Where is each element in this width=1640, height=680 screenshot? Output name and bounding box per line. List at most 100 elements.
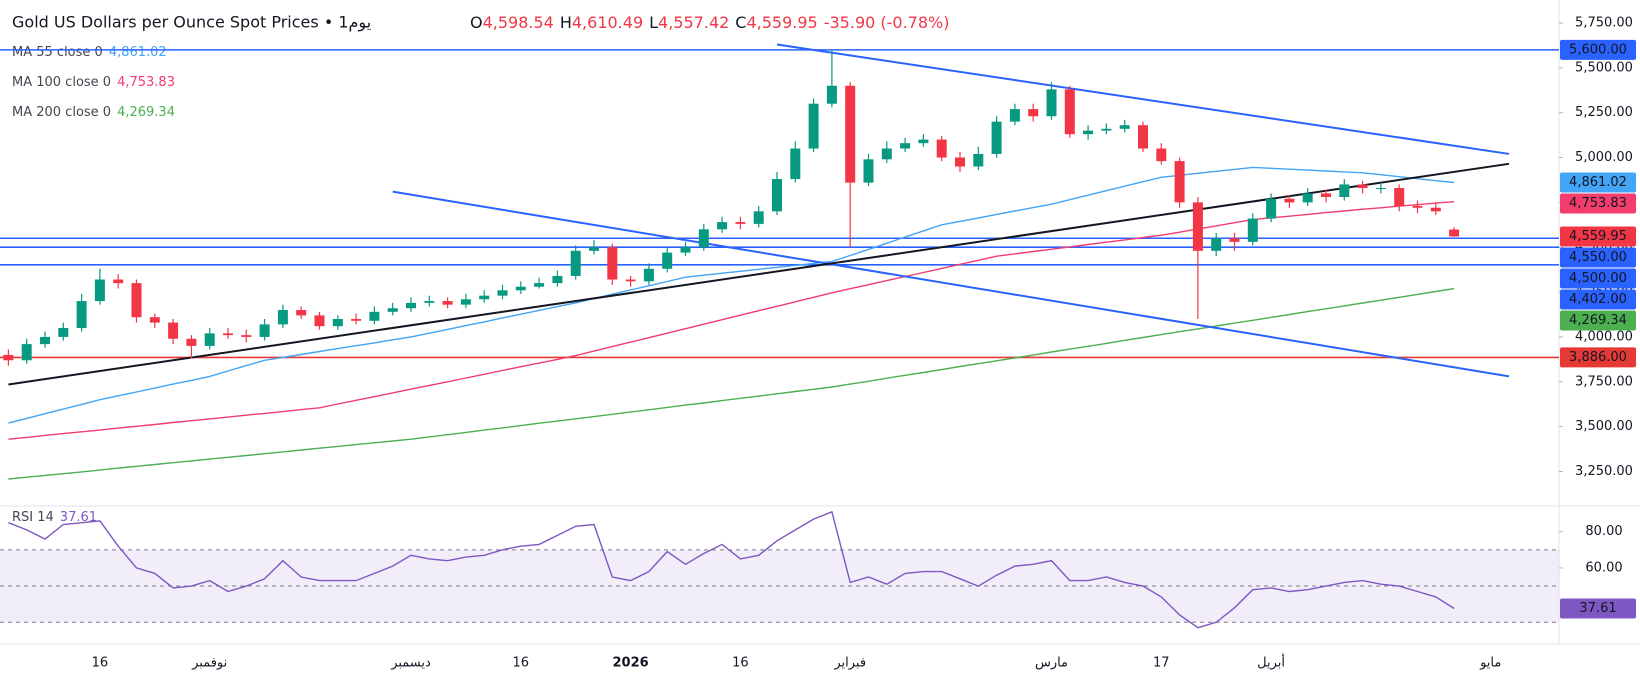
candle-body	[1156, 148, 1167, 162]
x-tick-label: نوفمبر	[191, 656, 227, 671]
candle-body	[186, 338, 197, 346]
candle-body	[1321, 193, 1331, 197]
candle-body	[314, 315, 325, 327]
candle-body	[753, 211, 764, 224]
y-tick-label: 3,750.00	[1575, 374, 1633, 389]
y-tick-label: 5,500.00	[1575, 60, 1633, 75]
level-tag: 4,550.00	[1569, 250, 1627, 265]
candle-body	[1229, 238, 1240, 242]
candle-body	[534, 283, 545, 287]
level-tag: 5,600.00	[1569, 42, 1627, 57]
candle-body	[881, 148, 892, 160]
candle-body	[1357, 184, 1368, 189]
y-tick-label: 4,000.00	[1575, 329, 1633, 344]
candle-body	[369, 311, 380, 321]
y-tick-label: 3,500.00	[1575, 419, 1633, 434]
candle-body	[1266, 198, 1277, 219]
candle-body	[94, 279, 105, 302]
candle-body	[332, 318, 343, 327]
rsi-tag: 37.61	[1579, 601, 1616, 616]
legend-name: MA 55 close 0	[12, 45, 103, 60]
ohlc-value: 4,610.49	[572, 13, 643, 32]
candle-body	[21, 344, 32, 361]
candle-body	[497, 290, 508, 296]
y-tick-label: 5,000.00	[1575, 150, 1633, 165]
ma-tag-bg	[1560, 310, 1636, 331]
x-tick-label: 16	[92, 656, 109, 671]
moving-average-line	[8, 166, 1455, 424]
candle-body	[58, 327, 69, 337]
candle-body	[296, 310, 307, 316]
candle-body	[1174, 161, 1185, 203]
ohlc-key: L	[649, 13, 658, 32]
candle-body	[826, 85, 837, 104]
candle-body	[1192, 202, 1203, 251]
legend-entry: MA 200 close 0 4,269.34	[12, 105, 175, 120]
candle-body	[1394, 188, 1405, 206]
candle-body	[1412, 205, 1423, 208]
candle-body	[735, 222, 746, 224]
candle-body	[1449, 229, 1460, 237]
level-tag-bg	[1560, 247, 1636, 268]
price-tag-bg	[1560, 226, 1636, 247]
candle-body	[3, 354, 14, 361]
candle-body	[442, 301, 453, 305]
candle-body	[1302, 193, 1313, 203]
x-tick-label: مارس	[1035, 656, 1068, 671]
y-tick-label: 5,250.00	[1575, 105, 1633, 120]
candle-body	[223, 333, 233, 336]
trendline	[8, 162, 1510, 386]
candle-body	[168, 322, 179, 339]
level-tag: 3,886.00	[1569, 350, 1627, 365]
x-tick-label: 2026	[613, 656, 649, 671]
candle-body	[149, 317, 160, 323]
candle-body	[241, 335, 252, 337]
candle-body	[40, 336, 50, 345]
candle-body	[1339, 184, 1350, 197]
candle-body	[918, 139, 929, 144]
candle-body	[570, 250, 581, 276]
candle-body	[259, 324, 270, 337]
candle-body	[973, 153, 984, 167]
rsi-name: RSI 14	[12, 510, 54, 525]
candle-body	[808, 103, 819, 149]
candle-body	[1284, 198, 1295, 203]
candle-body	[955, 157, 965, 167]
legend-value: 4,753.83	[117, 75, 175, 90]
candle-body	[1211, 238, 1222, 251]
candle-body	[351, 318, 362, 321]
candle-body	[900, 143, 911, 149]
moving-average-line	[8, 201, 1455, 440]
ma-tag-bg	[1560, 193, 1636, 214]
candle-body	[717, 222, 728, 230]
candle-body	[1247, 218, 1258, 242]
x-tick-label: أبريل	[1257, 654, 1285, 671]
ma-tag-bg	[1560, 172, 1636, 193]
candle-body	[1083, 130, 1094, 135]
level-tag-bg	[1560, 347, 1636, 368]
ma-tag: 4,753.83	[1569, 196, 1627, 211]
chart-title: Gold US Dollars per Ounce Spot Prices • …	[12, 13, 371, 33]
candle-body	[1119, 125, 1130, 129]
level-tag: 4,500.00	[1569, 271, 1627, 286]
rsi-line	[8, 510, 1455, 629]
candle-body	[1430, 207, 1441, 212]
trendline	[392, 190, 1510, 378]
candle-body	[424, 301, 435, 303]
level-tag: 4,402.00	[1569, 292, 1627, 307]
candle-body	[643, 268, 654, 282]
legend-value: 4,861.02	[109, 45, 167, 60]
candle-body	[387, 308, 398, 312]
candle-body	[406, 302, 416, 309]
candle-body	[936, 139, 947, 158]
legend-name: MA 100 close 0	[12, 75, 111, 90]
x-tick-label: 16	[732, 656, 749, 671]
candle-body	[790, 148, 801, 180]
ohlc-key: C	[735, 13, 746, 32]
rsi-legend: RSI 14 37.61	[12, 510, 97, 525]
candle-body	[1046, 89, 1057, 117]
ma-tag: 4,269.34	[1569, 313, 1627, 328]
ohlc-key: O	[470, 13, 483, 32]
